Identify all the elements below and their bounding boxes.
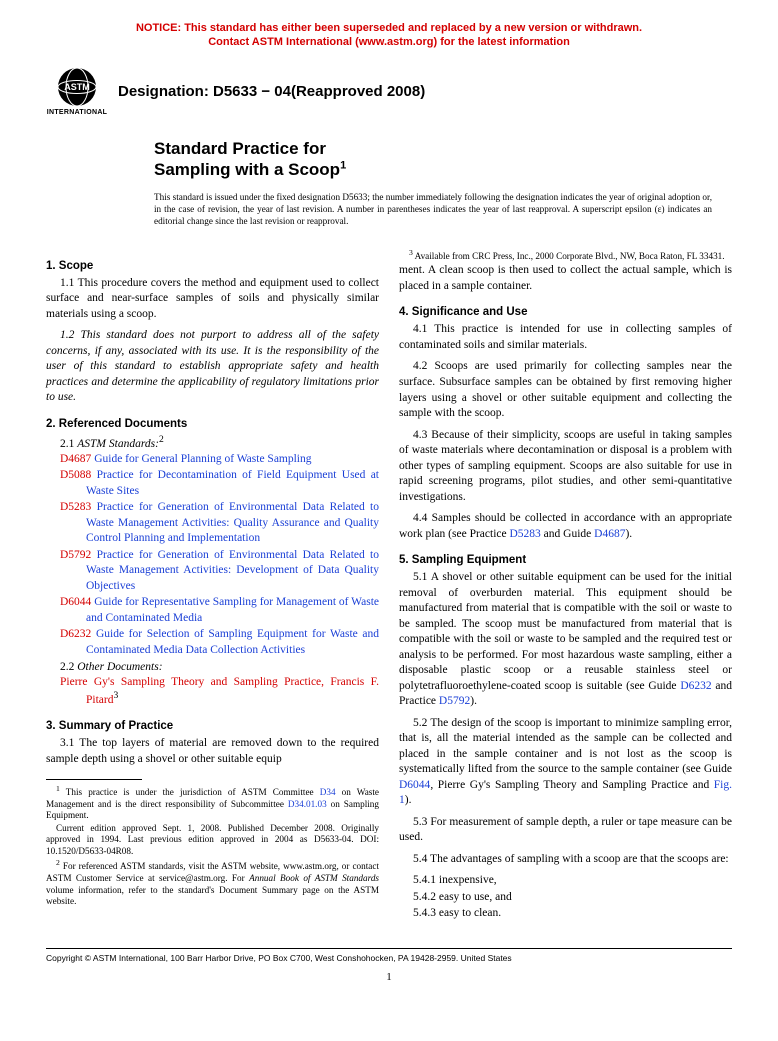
equip-p4-1: 5.4.1 inexpensive, — [399, 873, 732, 889]
ref-text[interactable]: Guide for Selection of Sampling Equipmen… — [86, 628, 379, 656]
sig-p4-link2[interactable]: D4687 — [594, 528, 625, 540]
footnote-rule — [46, 779, 142, 780]
fn2-c: volume information, refer to the standar… — [46, 885, 379, 907]
ref-code[interactable]: D6232 — [60, 628, 91, 640]
sig-p4-b: and Guide — [541, 528, 594, 540]
refs-head: 2. Referenced Documents — [46, 418, 379, 430]
fn1-link1[interactable]: D34 — [320, 787, 336, 797]
svg-text:ASTM: ASTM — [64, 82, 90, 92]
scope-head: 1. Scope — [46, 260, 379, 272]
equip-p4-3: 5.4.3 easy to clean. — [399, 906, 732, 922]
issued-note: This standard is issued under the fixed … — [154, 192, 712, 228]
fn1-link2[interactable]: D34.01.03 — [288, 799, 327, 809]
footnote-2: 2 For referenced ASTM standards, visit t… — [46, 858, 379, 907]
footnote-3: 3 Available from CRC Press, Inc., 2000 C… — [399, 248, 732, 263]
equip-p1-link1[interactable]: D6232 — [680, 680, 711, 692]
footnote-1e: Current edition approved Sept. 1, 2008. … — [46, 823, 379, 858]
ref-text[interactable]: Practice for Generation of Environmental… — [86, 501, 379, 544]
equip-p2-c: ). — [405, 794, 412, 806]
title-line2: Sampling with a Scoop — [154, 160, 340, 179]
fn2-i: Annual Book of ASTM Standards — [249, 873, 379, 883]
ref-code[interactable]: D5088 — [60, 469, 91, 481]
ref-item: D5088 Practice for Decontamination of Fi… — [46, 468, 379, 499]
ref-code[interactable]: D6044 — [60, 596, 91, 608]
refs-sub1: 2.1 ASTM Standards:2 — [46, 434, 379, 450]
equip-p4-2: 5.4.2 easy to use, and — [399, 890, 732, 906]
equip-p2-a: 5.2 The design of the scoop is important… — [399, 717, 732, 776]
refs-sub1-sup: 2 — [159, 434, 164, 445]
equip-p2: 5.2 The design of the scoop is important… — [399, 716, 732, 809]
equip-p1-c: ). — [470, 695, 477, 707]
sig-p2: 4.2 Scoops are used primarily for collec… — [399, 359, 732, 421]
fn1-a: This practice is under the jurisdiction … — [60, 787, 320, 797]
ref-text[interactable]: Practice for Decontamination of Field Eq… — [86, 469, 379, 497]
ref-other-text[interactable]: Pierre Gy's Sampling Theory and Sampling… — [60, 676, 379, 706]
equip-p2-link1[interactable]: D6044 — [399, 779, 430, 791]
equip-p1-link2[interactable]: D5792 — [439, 695, 470, 707]
refs-sub2: 2.2 Other Documents: — [46, 661, 379, 673]
summary-p1b: ment. A clean scoop is then used to coll… — [399, 263, 732, 294]
ref-code[interactable]: D5283 — [60, 501, 91, 513]
title-line1: Standard Practice for — [154, 139, 326, 158]
ref-item: D6044 Guide for Representative Sampling … — [46, 595, 379, 626]
refs-sub2-num: 2.2 — [60, 661, 77, 673]
equip-p1-a: 5.1 A shovel or other suitable equipment… — [399, 571, 732, 692]
body-columns: 1. Scope 1.1 This procedure covers the m… — [46, 248, 732, 922]
equip-p3: 5.3 For measurement of sample depth, a r… — [399, 815, 732, 846]
ref-other-sup: 3 — [113, 690, 118, 701]
page: NOTICE: This standard has either been su… — [0, 0, 778, 1011]
title-sup: 1 — [340, 159, 346, 171]
equip-head: 5. Sampling Equipment — [399, 554, 732, 566]
ref-item: D4687 Guide for General Planning of Wast… — [46, 452, 379, 468]
notice-line2: Contact ASTM International (www.astm.org… — [208, 36, 570, 48]
equip-p1: 5.1 A shovel or other suitable equipment… — [399, 570, 732, 710]
page-number: 1 — [46, 971, 732, 983]
equip-p2-b: , Pierre Gy's Sampling Theory and Sampli… — [430, 779, 713, 791]
refs-sub1-label: ASTM Standards: — [77, 438, 159, 450]
notice-line1: NOTICE: This standard has either been su… — [136, 22, 642, 34]
ref-code[interactable]: D5792 — [60, 549, 91, 561]
ref-item: D5792 Practice for Generation of Environ… — [46, 548, 379, 595]
footnote-1: 1 This practice is under the jurisdictio… — [46, 784, 379, 822]
sig-head: 4. Significance and Use — [399, 306, 732, 318]
sig-p4-c: ). — [625, 528, 632, 540]
refs-sub2-label: Other Documents: — [77, 661, 162, 673]
notice-banner: NOTICE: This standard has either been su… — [46, 22, 732, 50]
designation-text: Designation: D5633 − 04(Reapproved 2008) — [118, 83, 425, 100]
sig-p3: 4.3 Because of their simplicity, scoops … — [399, 428, 732, 506]
ref-text[interactable]: Guide for Representative Sampling for Ma… — [86, 596, 379, 624]
ref-text[interactable]: Practice for Generation of Environmental… — [86, 549, 379, 592]
sig-p1: 4.1 This practice is intended for use in… — [399, 322, 732, 353]
ref-item: D6232 Guide for Selection of Sampling Eq… — [46, 627, 379, 658]
ref-item: D5283 Practice for Generation of Environ… — [46, 500, 379, 547]
fn3-b: Available from CRC Press, Inc., 2000 Cor… — [413, 251, 725, 261]
equip-p4: 5.4 The advantages of sampling with a sc… — [399, 852, 732, 868]
ref-other: Pierre Gy's Sampling Theory and Sampling… — [46, 675, 379, 709]
refs-sub1-num: 2.1 — [60, 438, 77, 450]
astm-logo-text: INTERNATIONAL — [47, 109, 108, 116]
astm-logo: ASTM INTERNATIONAL — [46, 64, 108, 120]
ref-code[interactable]: D4687 — [60, 453, 91, 465]
ref-text[interactable]: Guide for General Planning of Waste Samp… — [94, 453, 311, 465]
title-main: Standard Practice for Sampling with a Sc… — [154, 138, 712, 181]
footer-copyright: Copyright © ASTM International, 100 Barr… — [46, 948, 732, 963]
summary-p1a: 3.1 The top layers of material are remov… — [46, 736, 379, 767]
scope-p2: 1.2 This standard does not purport to ad… — [46, 328, 379, 406]
scope-p1: 1.1 This procedure covers the method and… — [46, 276, 379, 323]
sig-p4: 4.4 Samples should be collected in accor… — [399, 511, 732, 542]
title-block: Standard Practice for Sampling with a Sc… — [154, 138, 712, 228]
header-row: ASTM INTERNATIONAL Designation: D5633 − … — [46, 64, 732, 120]
summary-head: 3. Summary of Practice — [46, 720, 379, 732]
sig-p4-link1[interactable]: D5283 — [509, 528, 540, 540]
